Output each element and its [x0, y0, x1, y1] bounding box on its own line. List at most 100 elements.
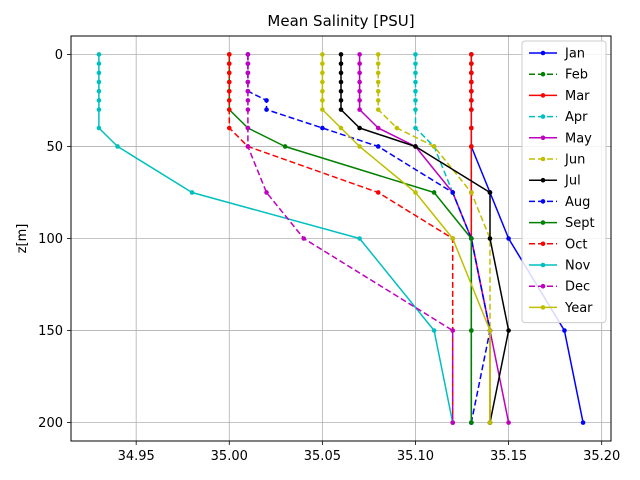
data-point-mar: [469, 52, 474, 57]
data-point-sept: [282, 144, 288, 149]
data-point-mar: [469, 79, 474, 85]
data-point-oct: [226, 61, 232, 66]
legend-label-feb: Feb: [565, 68, 588, 83]
data-point-jan: [506, 236, 511, 241]
data-point-nov: [96, 52, 102, 57]
data-point-dec: [245, 52, 251, 57]
legend-label-jul: Jul: [564, 174, 581, 189]
data-point-jul: [338, 88, 344, 94]
data-point-oct: [226, 88, 232, 94]
data-point-apr: [413, 125, 418, 131]
data-point-mar: [469, 98, 474, 103]
x-tick-label: 35.10: [397, 449, 434, 464]
data-point-jun: [375, 70, 381, 76]
legend-label-year: Year: [564, 301, 593, 316]
data-point-jul: [338, 79, 344, 85]
legend-marker-oct: [540, 241, 546, 247]
data-point-dec: [245, 88, 251, 94]
data-point-may: [357, 88, 362, 94]
data-point-nov: [96, 125, 102, 131]
legend-marker-jun: [540, 156, 546, 162]
data-point-may: [357, 79, 362, 85]
data-point-jul: [487, 190, 493, 195]
legend-label-jan: Jan: [564, 47, 585, 62]
x-axis: 34.95 35.00 35.05 35.10 35.15 35.20: [118, 441, 620, 464]
data-point-dec: [245, 70, 251, 76]
data-point-apr: [413, 61, 418, 66]
data-point-aug: [450, 190, 456, 195]
data-point-dec: [450, 420, 456, 425]
data-point-apr: [413, 88, 418, 94]
data-point-jul: [338, 98, 344, 103]
data-point-mar: [469, 61, 474, 66]
data-point-jan: [562, 328, 567, 333]
data-point-dec: [245, 107, 251, 112]
y-tick-label: 150: [38, 324, 63, 339]
data-point-dec: [245, 61, 251, 66]
data-point-mar: [469, 125, 474, 131]
legend-marker-may: [540, 135, 546, 141]
data-point-nov: [96, 98, 102, 103]
data-point-nov: [96, 88, 102, 94]
data-point-oct: [375, 190, 381, 195]
y-tick-label: 50: [46, 140, 63, 155]
data-point-dec: [301, 236, 307, 241]
data-point-oct: [226, 79, 232, 85]
y-axis-label: z[m]: [15, 224, 30, 254]
legend-marker-year: [540, 305, 546, 310]
legend-label-nov: Nov: [565, 259, 591, 274]
data-point-jun: [431, 144, 437, 149]
data-point-jun: [375, 79, 381, 85]
data-point-jun: [375, 88, 381, 94]
data-point-year: [450, 236, 456, 241]
y-axis: 0 50 100 150 200: [38, 48, 71, 431]
data-point-year: [487, 420, 493, 425]
data-point-may: [357, 98, 362, 103]
data-point-jul: [338, 107, 344, 112]
data-point-nov: [96, 61, 102, 66]
data-point-may: [506, 420, 511, 425]
data-point-nov: [115, 144, 120, 149]
data-point-jul: [338, 70, 344, 76]
data-point-apr: [413, 98, 418, 103]
data-point-nov: [431, 328, 437, 333]
legend-label-dec: Dec: [565, 280, 590, 295]
data-point-may: [357, 107, 362, 112]
data-point-year: [487, 328, 493, 333]
x-tick-label: 35.05: [304, 449, 341, 464]
legend-marker-jul: [540, 177, 546, 183]
data-point-oct: [226, 70, 232, 76]
data-point-nov: [96, 107, 102, 112]
data-point-may: [357, 52, 362, 57]
y-tick-label: 100: [38, 232, 63, 247]
y-tick-label: 200: [38, 416, 63, 431]
legend-marker-feb: [540, 71, 546, 77]
data-point-dec: [245, 79, 251, 85]
legend-label-may: May: [565, 131, 592, 146]
data-point-year: [320, 79, 325, 85]
data-point-aug: [320, 125, 325, 131]
data-point-jun: [375, 107, 381, 112]
data-point-dec: [245, 144, 251, 149]
data-point-year: [320, 98, 325, 103]
series-layer: [96, 52, 586, 425]
data-point-sept: [431, 190, 437, 195]
data-point-dec: [450, 328, 456, 333]
legend-box: [521, 40, 607, 324]
data-point-mar: [469, 107, 474, 112]
data-point-may: [357, 61, 362, 66]
data-point-jun: [394, 125, 400, 131]
data-point-apr: [413, 70, 418, 76]
data-point-apr: [413, 52, 418, 57]
data-point-jan: [580, 420, 586, 425]
legend-marker-mar: [540, 93, 546, 98]
data-point-oct: [226, 125, 232, 131]
data-point-oct: [226, 98, 232, 103]
data-point-oct: [226, 52, 232, 57]
data-point-dec: [264, 190, 269, 195]
legend-marker-dec: [540, 283, 546, 289]
data-point-jun: [469, 190, 474, 195]
data-point-aug: [375, 144, 381, 149]
data-point-sept: [469, 328, 474, 333]
legend-label-apr: Apr: [565, 110, 588, 125]
